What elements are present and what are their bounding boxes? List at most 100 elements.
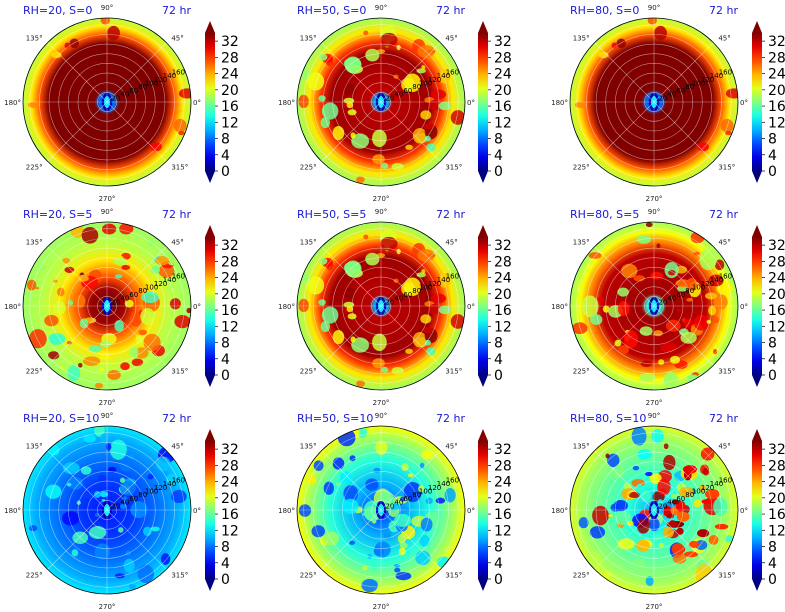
angle-tick-label: 315° bbox=[445, 571, 462, 579]
colorbar-extend-max bbox=[205, 429, 215, 441]
angle-tick-label: 135° bbox=[300, 443, 317, 451]
field-cell bbox=[669, 355, 681, 364]
radial-tick-label: 160 bbox=[446, 68, 459, 76]
field-cell bbox=[344, 287, 356, 300]
radial-tick-label: 160 bbox=[719, 476, 732, 484]
field-cell bbox=[398, 547, 406, 556]
field-cell bbox=[119, 223, 134, 235]
colorbar-extend-max bbox=[752, 225, 762, 237]
field-cell bbox=[318, 257, 328, 265]
polar-panel: 20 40 60 801001201401600°45°90°135°180°225°… bbox=[4, 4, 239, 203]
radial-tick-label: 120 bbox=[428, 280, 441, 288]
angle-tick-label: 0° bbox=[740, 507, 748, 515]
field-cell bbox=[48, 351, 60, 360]
field-cell bbox=[645, 576, 654, 587]
field-cell bbox=[617, 287, 629, 297]
colorbar-tick-label: 12 bbox=[221, 523, 239, 539]
radial-tick-label: 60 bbox=[403, 87, 412, 95]
angle-tick-label: 45° bbox=[718, 239, 730, 247]
field-cell bbox=[119, 481, 136, 496]
angle-tick-label: 90° bbox=[101, 412, 113, 420]
colorbar-tick-label: 16 bbox=[768, 303, 785, 319]
colorbar-tick-label: 28 bbox=[768, 254, 785, 270]
colorbar-tick-label: 28 bbox=[768, 50, 785, 66]
field-cell bbox=[97, 474, 107, 484]
panel-title: RH=20, S=5 bbox=[23, 208, 92, 221]
radial-tick-label: 160 bbox=[172, 476, 185, 484]
field-cell bbox=[630, 558, 646, 575]
field-cell bbox=[318, 95, 326, 102]
field-cell bbox=[670, 493, 680, 499]
angle-tick-label: 135° bbox=[26, 239, 43, 247]
field-cell bbox=[618, 345, 629, 355]
field-cell bbox=[318, 53, 328, 61]
colorbar-tick-label: 12 bbox=[221, 115, 239, 131]
grid-spoke bbox=[47, 246, 108, 307]
angle-tick-label: 45° bbox=[445, 35, 457, 43]
colorbar-tick-label: 32 bbox=[221, 238, 239, 254]
grid-spoke bbox=[321, 305, 382, 366]
colorbar-tick-label: 32 bbox=[494, 442, 512, 458]
field-cell bbox=[83, 356, 101, 366]
colorbar-tick-label: 20 bbox=[768, 287, 785, 303]
field-cell bbox=[372, 154, 385, 165]
colorbar-tick-label: 16 bbox=[494, 99, 512, 115]
field-cell bbox=[49, 445, 60, 456]
field-cell bbox=[75, 275, 89, 282]
field-cell bbox=[186, 307, 191, 314]
field-cell bbox=[372, 358, 385, 369]
radial-tick-label: 40 bbox=[667, 499, 676, 507]
colorbar-tick-label: 8 bbox=[494, 540, 503, 556]
colorbar-tick-label: 4 bbox=[768, 556, 777, 572]
grid-spoke bbox=[594, 509, 655, 570]
colorbar-extend-min bbox=[752, 579, 762, 591]
field-cell bbox=[636, 539, 650, 552]
field-cell bbox=[391, 163, 404, 171]
field-cell bbox=[120, 362, 130, 371]
grid-spoke bbox=[653, 101, 714, 162]
colorbar-scale bbox=[205, 237, 215, 375]
field-cell bbox=[626, 520, 634, 526]
field-cell bbox=[307, 475, 317, 485]
radial-tick-label: 100 bbox=[145, 488, 158, 496]
field-cell bbox=[662, 526, 674, 539]
angle-tick-label: 225° bbox=[300, 163, 317, 171]
radial-tick-label: 20 bbox=[385, 298, 394, 306]
field-cell bbox=[446, 124, 452, 128]
field-cell bbox=[370, 562, 378, 569]
field-cell bbox=[686, 298, 693, 302]
field-cell bbox=[342, 498, 359, 515]
field-cell bbox=[94, 382, 104, 389]
field-cell bbox=[435, 497, 446, 504]
colorbar-tick-label: 32 bbox=[768, 34, 785, 50]
colorbar-extend-min bbox=[478, 579, 488, 591]
radial-tick-label: 140 bbox=[710, 480, 723, 488]
field-cell bbox=[363, 234, 369, 240]
field-cell bbox=[107, 370, 121, 380]
radial-tick-label: 140 bbox=[710, 72, 723, 80]
angle-tick-label: 270° bbox=[646, 603, 663, 611]
polar-panel: 20 40 60 801001201401600°45°90°135°180°225°… bbox=[278, 4, 512, 203]
field-cell bbox=[688, 540, 699, 548]
grid-spoke bbox=[380, 246, 441, 307]
radial-tick-label: 80 bbox=[412, 83, 421, 91]
field-cell bbox=[386, 272, 405, 283]
colorbar-extend-max bbox=[478, 21, 488, 33]
colorbar-extend-max bbox=[205, 21, 215, 33]
field-cell bbox=[344, 56, 362, 74]
field-cell bbox=[446, 328, 452, 332]
field-cell bbox=[598, 296, 605, 303]
field-cell bbox=[614, 339, 622, 347]
angle-tick-label: 135° bbox=[573, 35, 590, 43]
colorbar-tick-label: 12 bbox=[494, 319, 512, 335]
colorbar-tick-label: 4 bbox=[221, 556, 230, 572]
angle-tick-label: 45° bbox=[718, 443, 730, 451]
field-cell bbox=[332, 329, 345, 345]
field-cell bbox=[632, 465, 640, 471]
colorbar-tick-label: 0 bbox=[221, 164, 230, 180]
angle-tick-label: 180° bbox=[551, 507, 568, 515]
grid-spoke bbox=[106, 450, 167, 511]
